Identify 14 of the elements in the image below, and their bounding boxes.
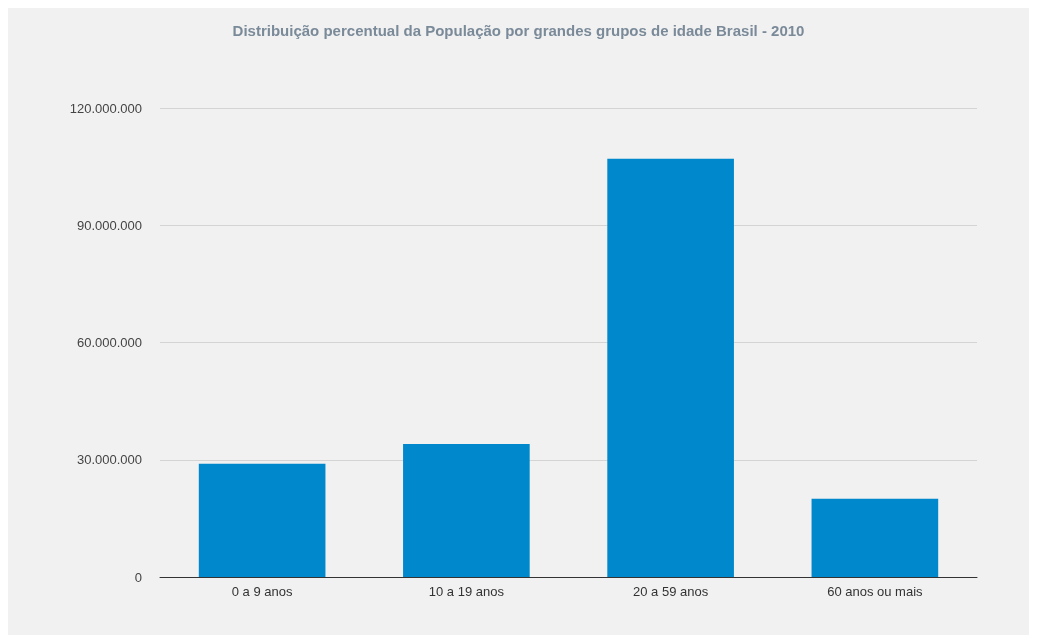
x-tick-label: 10 a 19 anos <box>428 584 505 599</box>
y-tick-label: 30.000.000 <box>76 452 142 468</box>
x-tick-label: 60 anos ou mais <box>827 584 924 599</box>
y-tick-label: 90.000.000 <box>76 217 142 233</box>
bar <box>607 158 734 577</box>
bar <box>198 463 326 577</box>
x-tick-label: 20 a 59 anos <box>633 584 709 599</box>
y-tick-label: 60.000.000 <box>76 335 142 350</box>
bar <box>403 444 530 577</box>
bar <box>811 498 939 577</box>
y-tick-label: 0 <box>134 569 142 585</box>
x-tick-label: 0 a 9 anos <box>231 584 293 599</box>
chart-title: Distribuição percentual da População por grandes grupos de idade Brasil - 2010 <box>232 22 805 39</box>
y-tick-label: 120.000.000 <box>69 100 142 116</box>
